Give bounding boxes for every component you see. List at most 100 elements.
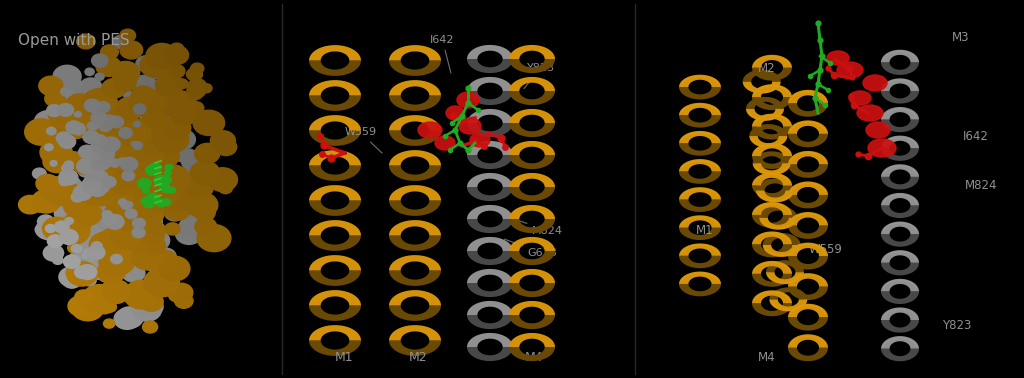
Polygon shape	[788, 287, 828, 300]
Polygon shape	[788, 334, 828, 348]
Ellipse shape	[113, 113, 124, 122]
Ellipse shape	[160, 186, 190, 211]
Ellipse shape	[96, 56, 121, 76]
Ellipse shape	[170, 130, 196, 150]
Text: M1: M1	[335, 351, 353, 364]
Ellipse shape	[137, 107, 154, 120]
Polygon shape	[788, 134, 828, 147]
Polygon shape	[742, 70, 780, 82]
Ellipse shape	[868, 139, 896, 157]
Polygon shape	[881, 263, 919, 275]
Ellipse shape	[63, 255, 80, 268]
Ellipse shape	[49, 181, 80, 206]
Polygon shape	[679, 271, 721, 284]
Ellipse shape	[96, 130, 120, 149]
Polygon shape	[467, 141, 513, 155]
Ellipse shape	[179, 217, 204, 237]
Polygon shape	[788, 304, 828, 317]
Ellipse shape	[94, 298, 115, 314]
Ellipse shape	[154, 176, 168, 186]
Ellipse shape	[106, 149, 125, 163]
Ellipse shape	[132, 75, 157, 95]
Polygon shape	[309, 305, 361, 321]
Ellipse shape	[210, 131, 236, 151]
Ellipse shape	[96, 121, 121, 141]
Polygon shape	[881, 119, 919, 132]
Ellipse shape	[94, 212, 104, 221]
Ellipse shape	[156, 199, 166, 206]
Ellipse shape	[96, 174, 110, 184]
Polygon shape	[881, 307, 919, 320]
Polygon shape	[509, 347, 555, 361]
Ellipse shape	[112, 177, 132, 194]
Polygon shape	[769, 299, 807, 311]
Ellipse shape	[136, 56, 156, 71]
Ellipse shape	[857, 105, 883, 121]
Ellipse shape	[186, 177, 213, 198]
Polygon shape	[679, 215, 721, 228]
Polygon shape	[679, 187, 721, 200]
Ellipse shape	[155, 252, 178, 271]
Polygon shape	[467, 237, 513, 251]
Ellipse shape	[86, 157, 108, 174]
Ellipse shape	[105, 166, 122, 180]
Polygon shape	[467, 347, 513, 361]
Polygon shape	[509, 333, 555, 347]
Ellipse shape	[88, 104, 116, 126]
Ellipse shape	[89, 143, 115, 164]
Ellipse shape	[215, 138, 237, 156]
Ellipse shape	[139, 181, 156, 194]
Ellipse shape	[83, 275, 96, 286]
Ellipse shape	[111, 224, 141, 248]
Ellipse shape	[163, 187, 171, 193]
Ellipse shape	[117, 184, 132, 197]
Ellipse shape	[77, 34, 95, 49]
Ellipse shape	[143, 268, 179, 297]
Ellipse shape	[36, 174, 58, 193]
Ellipse shape	[132, 218, 145, 228]
Ellipse shape	[143, 237, 166, 255]
Polygon shape	[760, 206, 798, 218]
Ellipse shape	[101, 115, 118, 127]
Ellipse shape	[102, 266, 119, 279]
Ellipse shape	[75, 112, 81, 117]
Ellipse shape	[81, 183, 106, 203]
Text: I642: I642	[963, 130, 988, 143]
Ellipse shape	[104, 293, 119, 305]
Ellipse shape	[201, 84, 212, 93]
Polygon shape	[389, 115, 441, 130]
Ellipse shape	[85, 132, 98, 143]
Ellipse shape	[59, 178, 70, 186]
Polygon shape	[509, 77, 555, 91]
Ellipse shape	[72, 245, 82, 253]
Ellipse shape	[62, 177, 81, 192]
Polygon shape	[752, 127, 792, 139]
Ellipse shape	[96, 102, 110, 113]
Ellipse shape	[126, 160, 154, 183]
Ellipse shape	[118, 155, 150, 180]
Ellipse shape	[133, 104, 145, 114]
Ellipse shape	[79, 212, 106, 234]
Ellipse shape	[103, 175, 123, 191]
Ellipse shape	[56, 99, 68, 108]
Ellipse shape	[87, 163, 100, 173]
Ellipse shape	[61, 163, 74, 173]
Ellipse shape	[470, 133, 490, 147]
Polygon shape	[679, 200, 721, 212]
Ellipse shape	[152, 182, 180, 206]
Ellipse shape	[46, 127, 56, 135]
Ellipse shape	[120, 205, 133, 215]
Ellipse shape	[125, 232, 150, 252]
Ellipse shape	[110, 158, 142, 184]
Ellipse shape	[95, 145, 102, 151]
Ellipse shape	[125, 209, 137, 218]
Ellipse shape	[176, 79, 188, 89]
Ellipse shape	[47, 235, 63, 248]
Ellipse shape	[110, 170, 141, 195]
Ellipse shape	[86, 163, 99, 174]
Ellipse shape	[418, 122, 442, 138]
Ellipse shape	[100, 45, 119, 59]
Ellipse shape	[169, 283, 193, 302]
Ellipse shape	[126, 152, 153, 173]
Polygon shape	[309, 166, 361, 181]
